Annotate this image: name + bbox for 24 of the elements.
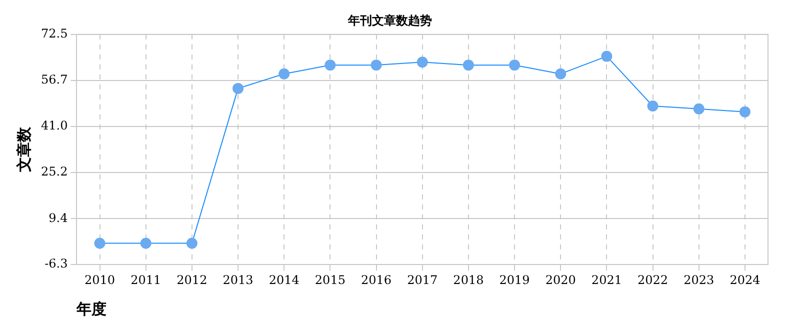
y-tick-label: 72.5: [41, 26, 68, 41]
x-tick-label: 2015: [314, 272, 346, 287]
y-axis-title: 文章数: [14, 126, 33, 173]
x-tick-label: 2012: [176, 272, 208, 287]
chart-title: 年刊文章数趋势: [347, 13, 432, 28]
x-tick-label: 2022: [638, 272, 668, 287]
y-tick-label: 41.0: [41, 118, 68, 133]
y-tick-label: 25.2: [41, 164, 68, 179]
x-tick-label: 2013: [222, 272, 254, 287]
x-tick-label: 2023: [684, 272, 714, 287]
x-tick-label: 2010: [84, 272, 116, 287]
x-tick-label: 2016: [361, 272, 392, 287]
x-tick-label: 2018: [453, 272, 484, 287]
x-tick-label: 2014: [268, 272, 300, 287]
x-tick-label: 2021: [591, 272, 622, 287]
y-tick-label: 9.4: [48, 210, 68, 225]
x-tick-label: 2011: [130, 272, 162, 287]
x-tick-label: 2017: [407, 272, 438, 287]
y-tick-label: 56.7: [41, 72, 68, 87]
x-axis-title: 年度: [76, 300, 107, 318]
x-tick-label: 2020: [545, 272, 576, 287]
x-tick-label: 2024: [730, 272, 761, 287]
y-tick-label: -6.3: [44, 256, 68, 271]
x-tick-label: 2019: [499, 272, 530, 287]
